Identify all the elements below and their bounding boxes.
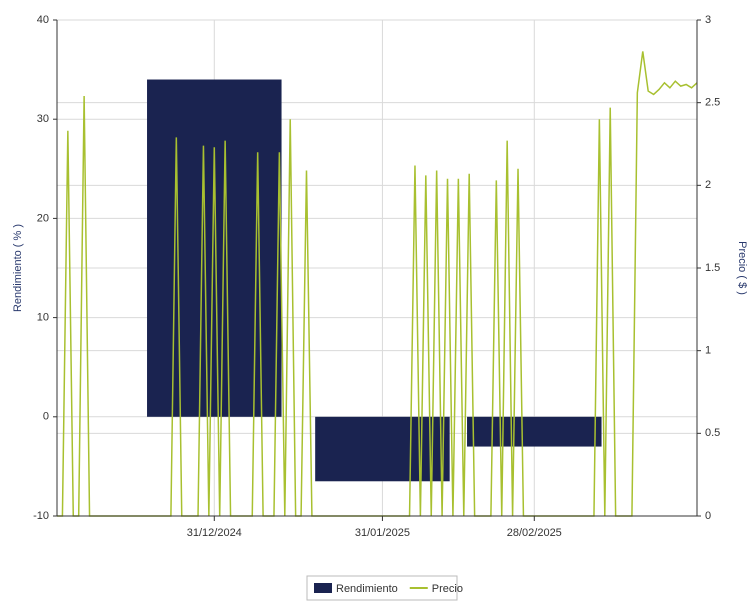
y-tick-label: 10 — [37, 312, 49, 324]
legend-swatch — [314, 583, 332, 593]
price-line — [57, 51, 698, 517]
y2-tick-label: 1.5 — [705, 262, 720, 274]
y-tick-label: 0 — [43, 411, 49, 423]
y-tick-label: 30 — [37, 113, 49, 125]
legend-label: Precio — [432, 583, 463, 595]
x-tick-label: 28/02/2025 — [507, 527, 562, 539]
y2-axis-title: Precio ( $ ) — [736, 241, 748, 295]
x-tick-label: 31/01/2025 — [355, 527, 410, 539]
y2-tick-label: 1 — [705, 345, 711, 357]
x-tick-label: 31/12/2024 — [187, 527, 242, 539]
y2-tick-label: 2 — [705, 179, 711, 191]
y2-tick-label: 0.5 — [705, 427, 720, 439]
y-tick-label: 40 — [37, 14, 49, 26]
y2-tick-label: 3 — [705, 14, 711, 26]
y-axis-title: Rendimiento ( % ) — [12, 224, 24, 312]
legend: Rendimiento Precio — [306, 575, 463, 601]
y2-tick-label: 0 — [705, 510, 711, 522]
legend-label: Rendimiento — [336, 583, 398, 595]
y2-tick-label: 2.5 — [705, 97, 720, 109]
y-tick-label: -10 — [33, 510, 49, 522]
bar — [315, 416, 450, 482]
bar — [467, 416, 602, 447]
y-tick-label: 20 — [37, 212, 49, 224]
legend-box — [306, 575, 458, 601]
